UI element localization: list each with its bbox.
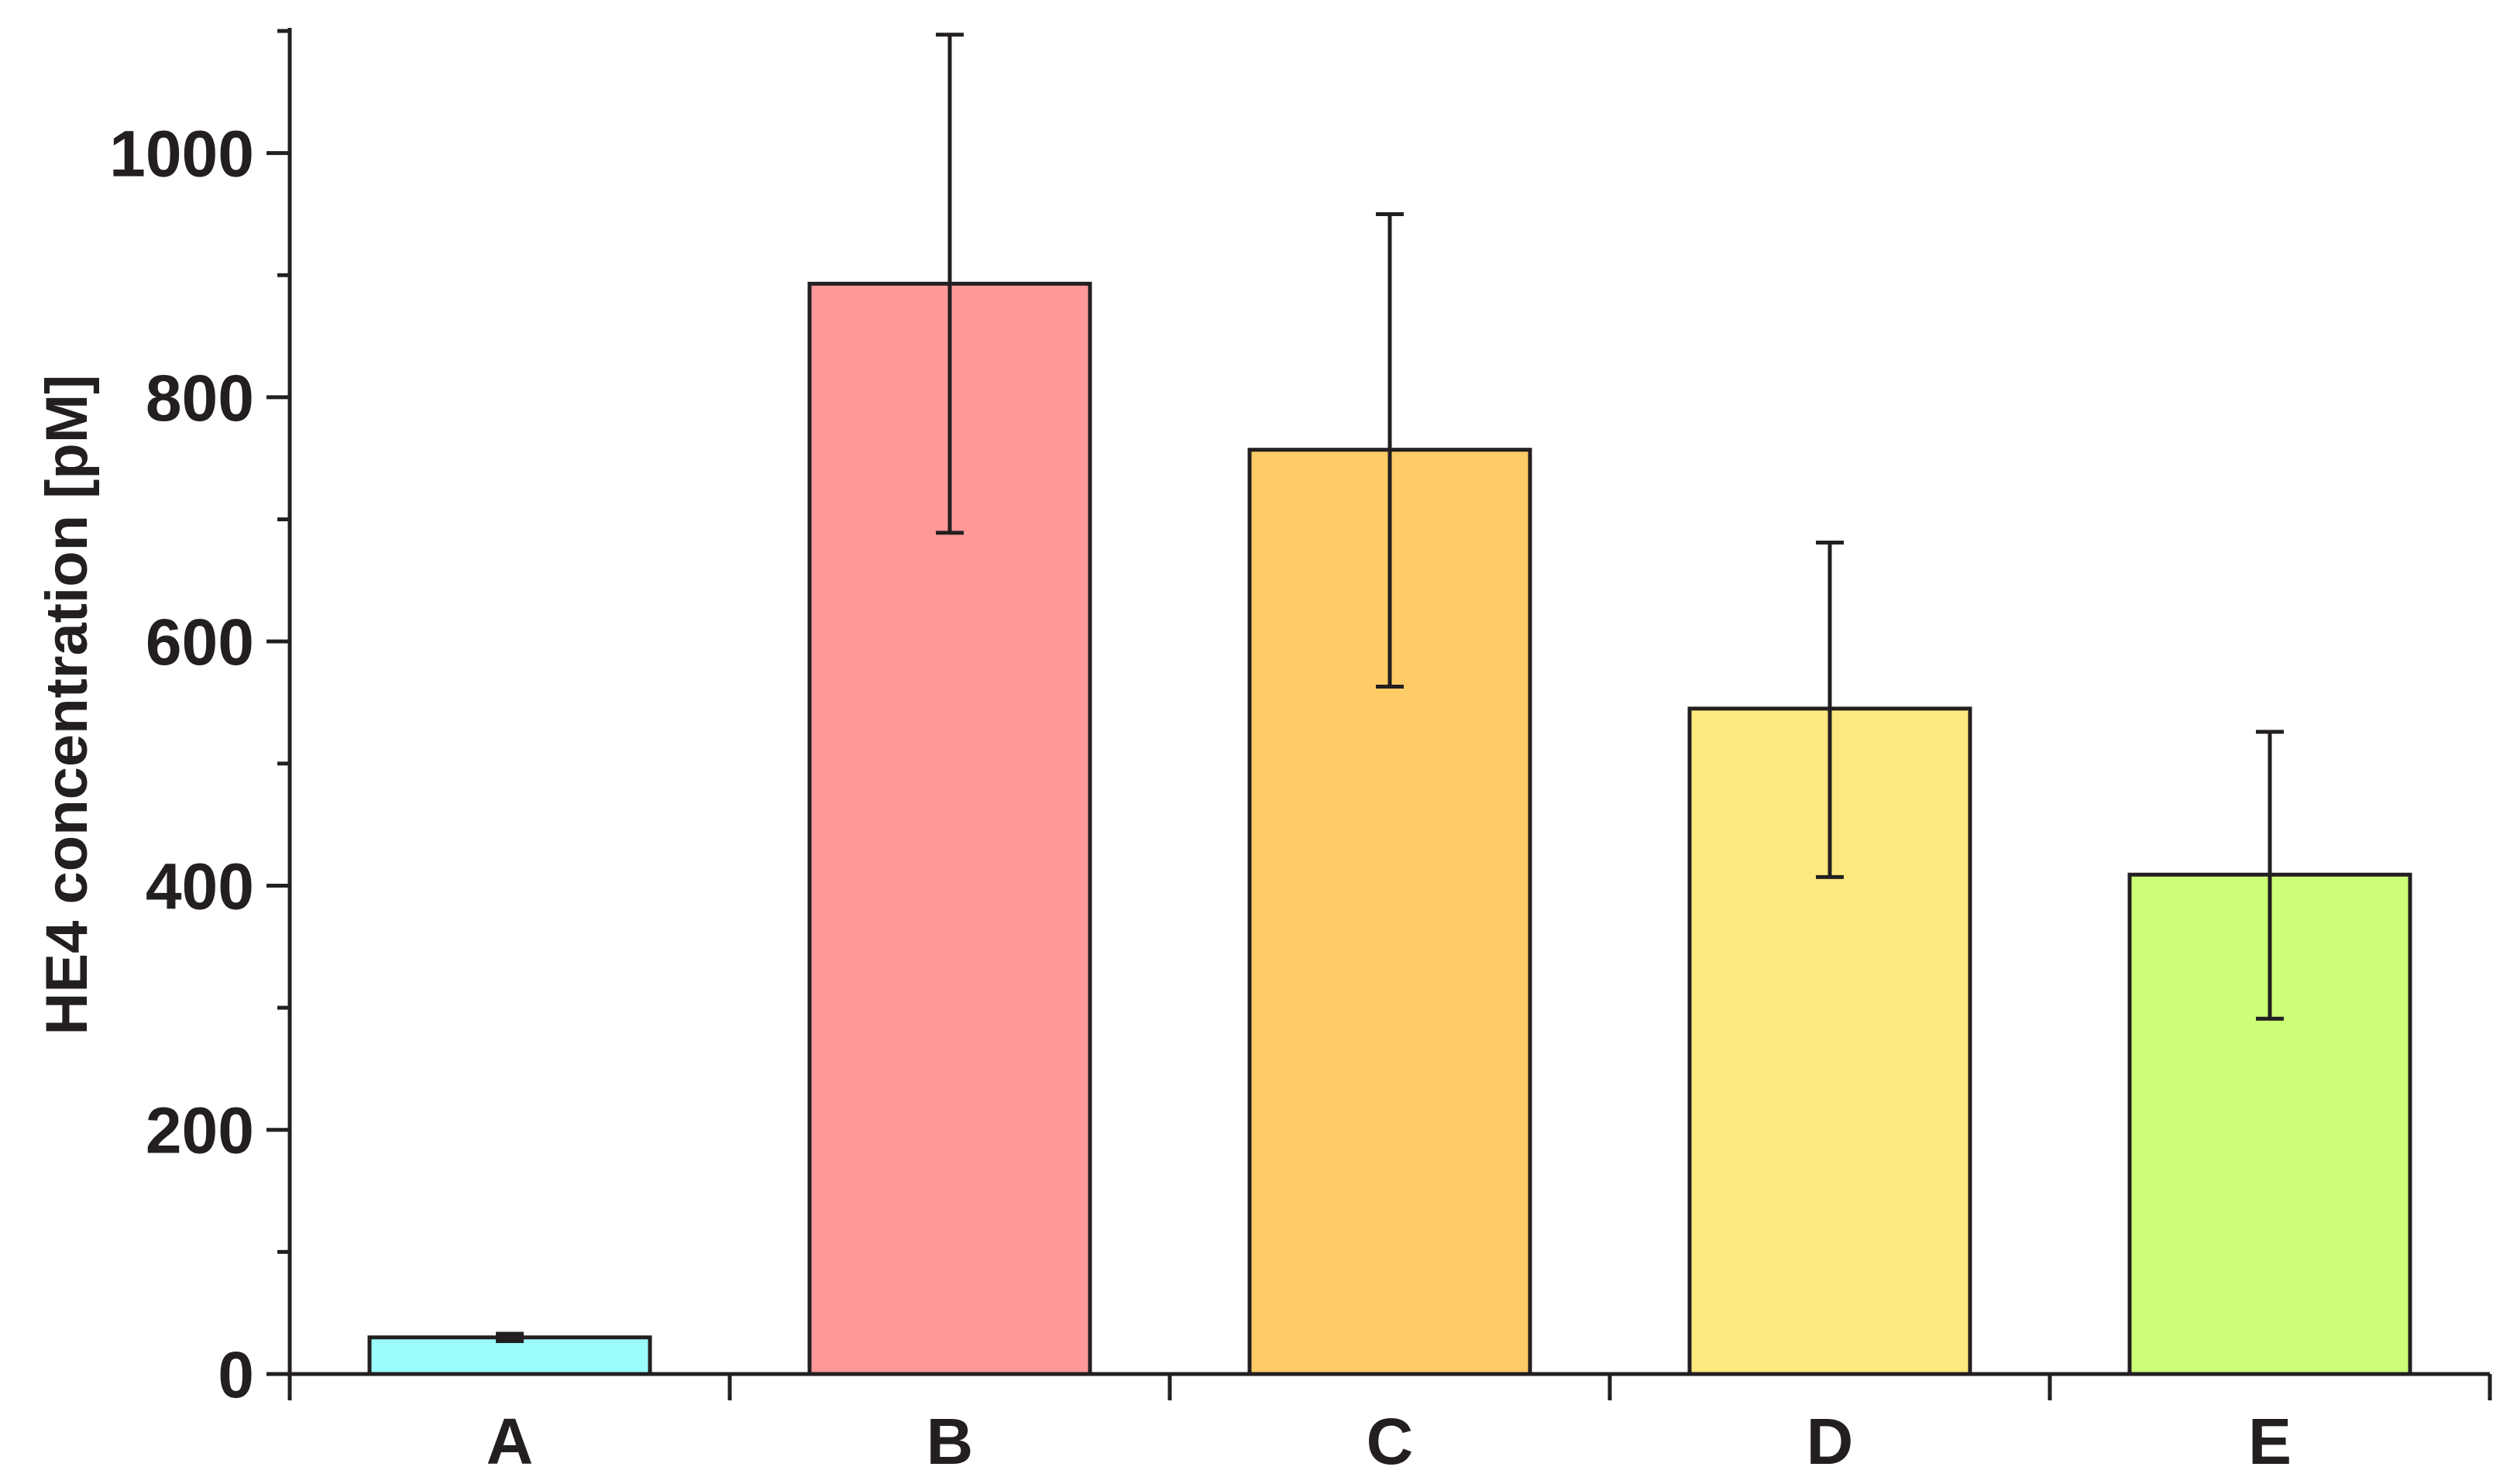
y-tick-label-200: 200 — [146, 1094, 254, 1167]
y-tick-label-400: 400 — [146, 850, 254, 922]
error-bar-e — [2256, 730, 2284, 1021]
error-bar-d — [1816, 540, 1844, 879]
x-tick-label-d: D — [1807, 1405, 1854, 1478]
axes-layer — [266, 28, 2492, 1400]
error-bar-b — [936, 33, 964, 535]
y-axis-title: HE4 concentration [pM] — [34, 375, 100, 1036]
x-tick-label-c: C — [1367, 1405, 1414, 1478]
y-tick-label-1000: 1000 — [109, 118, 254, 191]
x-tick-label-a: A — [487, 1405, 534, 1478]
labels-layer: A B C D E 0 200 400 600 800 1000 — [109, 118, 2292, 1478]
y-tick-label-0: 0 — [218, 1338, 254, 1411]
error-bar-a — [496, 1331, 524, 1343]
y-tick-label-600: 600 — [146, 606, 254, 678]
y-tick-label-800: 800 — [146, 362, 254, 435]
error-bar-c — [1376, 211, 1404, 689]
x-tick-label-e: E — [2248, 1405, 2292, 1478]
error-bars-layer — [496, 33, 2284, 1343]
x-tick-label-b: B — [927, 1405, 974, 1478]
